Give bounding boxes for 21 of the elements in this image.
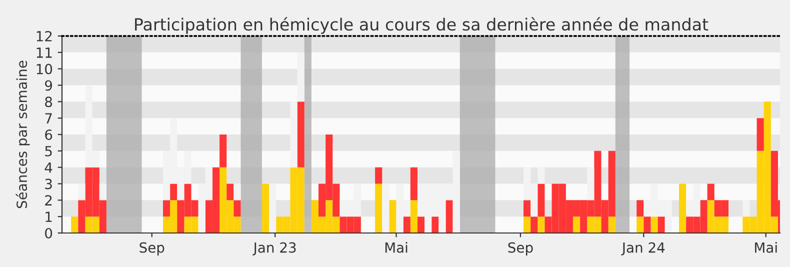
y-tick-label: 0 — [45, 228, 52, 238]
y-tick-label: 9 — [45, 80, 52, 91]
y-tick-label: 8 — [45, 96, 52, 108]
y-tick-label: 12 — [36, 30, 52, 42]
x-tick-label: Sep — [508, 242, 533, 256]
x-tick-label: Mai — [385, 242, 408, 253]
y-tick-label: 2 — [45, 195, 52, 206]
y-tick-label: 3 — [45, 178, 52, 190]
y-tick-label: 4 — [44, 162, 52, 173]
y-axis-title: Séances par semaine — [16, 60, 30, 208]
x-tick-label: Jan 24 — [621, 242, 665, 256]
x-tick-label: Sep — [140, 242, 164, 256]
y-tick-label: 10 — [36, 64, 52, 74]
chart-title: Participation en hémicycle au cours de sa dernière année de mandat — [135, 17, 708, 34]
y-tick-label: 6 — [45, 129, 52, 140]
y-tick-label: 11 — [36, 48, 52, 58]
x-tick-label: Mai — [755, 242, 777, 253]
y-tick-label: 5 — [45, 146, 52, 156]
x-tick-label: Jan 23 — [252, 242, 296, 256]
y-tick-label: 7 — [45, 113, 52, 124]
y-tick-label: 1 — [46, 212, 52, 222]
